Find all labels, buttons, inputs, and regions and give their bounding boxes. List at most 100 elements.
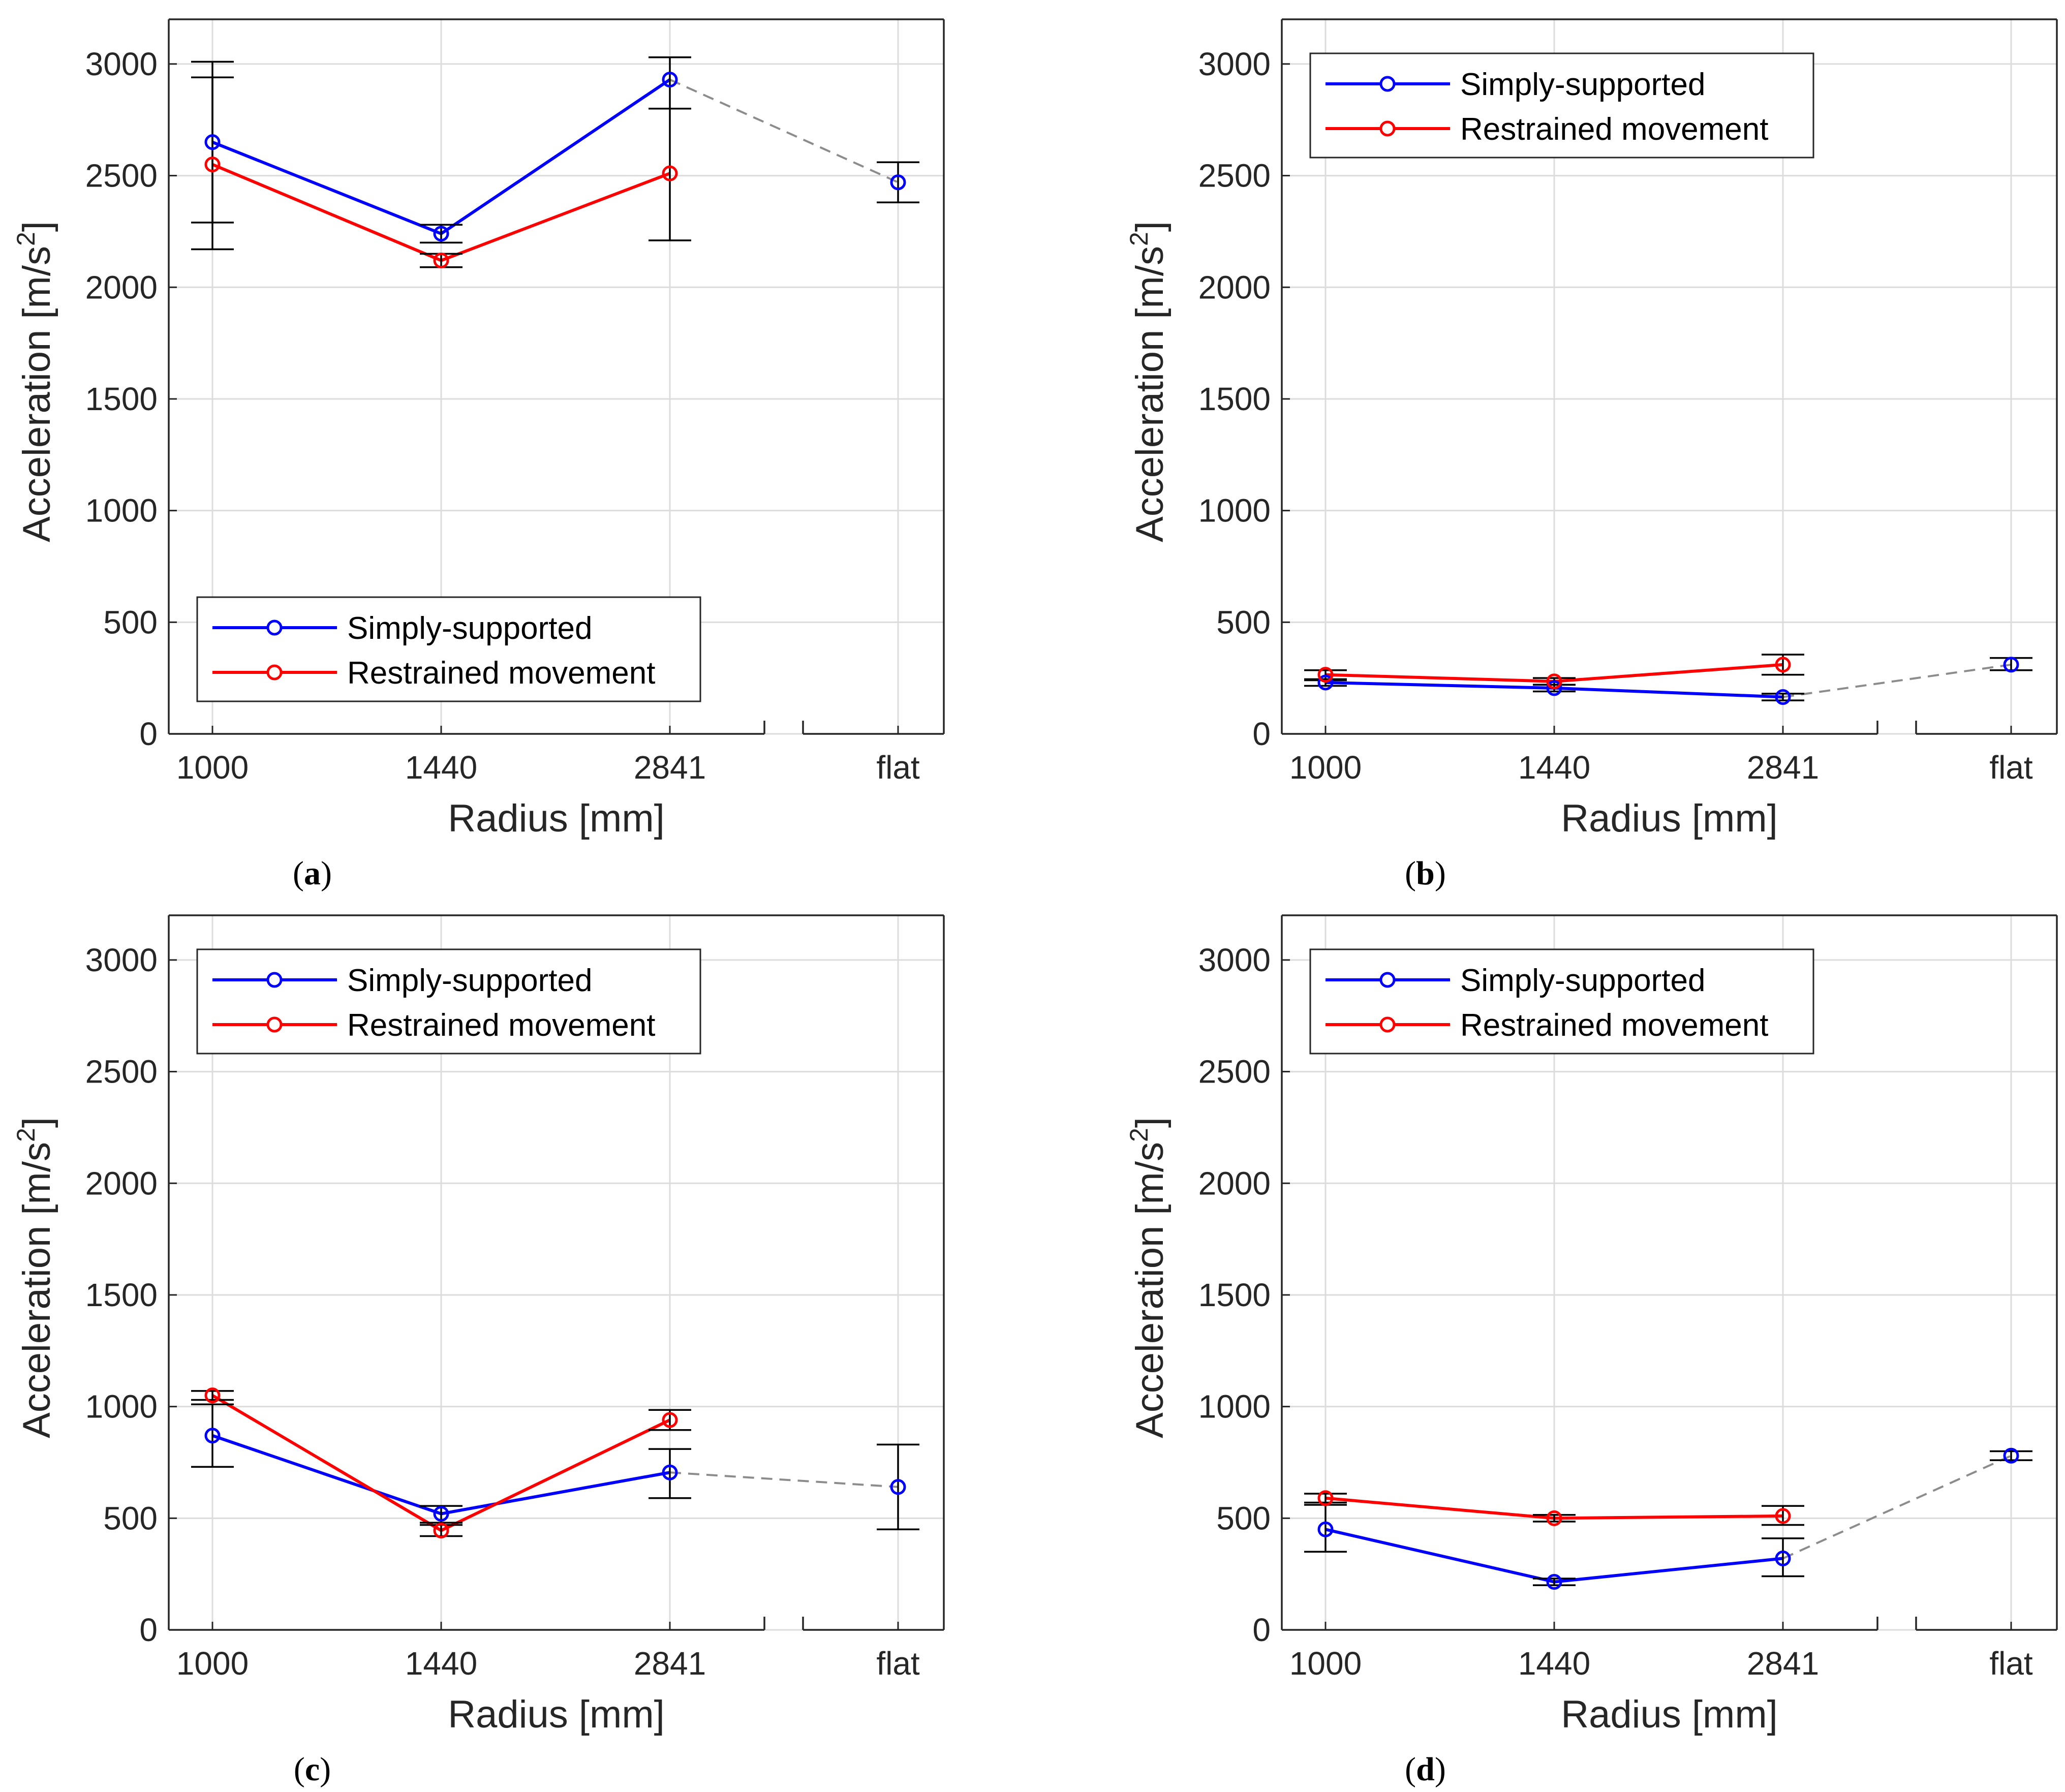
panel-caption-open: ( [294,1751,305,1788]
data-point [433,226,449,242]
data-point [204,134,221,150]
legend: Simply-supported Restrained movement [196,596,701,702]
panel-caption-letter: b [1416,855,1435,892]
x-tick-label: 1000 [176,1645,249,1682]
x-tick-label: flat [876,749,920,786]
x-tick-label: flat [876,1645,920,1682]
y-axis-label-main: Acceleration [m/s [15,246,58,542]
panel-caption-close: ) [320,1751,331,1788]
legend-entry-label: Restrained movement [1460,1008,1769,1043]
error-bar [1304,1493,1347,1504]
legend-entry-label: Restrained movement [1460,112,1769,147]
flat-connector-line [669,1471,899,1488]
y-tick-label: 1000 [85,1388,158,1425]
y-tick-label: 3000 [85,46,158,82]
error-bar [191,1390,234,1401]
legend-box [196,596,701,702]
error-bar [191,76,234,251]
legend-marker [266,620,283,636]
x-tick-label: 1000 [1289,749,1362,786]
x-tick-label: flat [1989,749,2033,786]
y-axis-label: Acceleration [m/s2] [1125,1117,1172,1438]
flat-connector-line [1782,663,2012,698]
y-axis-label-end: ] [15,1117,58,1128]
y-axis-label-sup: 2 [12,1128,40,1142]
data-point [1546,1510,1562,1526]
data-point [662,165,678,181]
y-axis-label-sup: 2 [12,232,40,246]
data-point [1546,673,1562,690]
data-point [1775,689,1791,705]
y-axis-label-end: ] [1128,221,1172,232]
y-tick-label: 1000 [1198,492,1271,529]
y-axis-label-sup: 2 [1125,1128,1153,1142]
error-bar [1762,1537,1804,1578]
y-tick-label: 1000 [1198,1388,1271,1425]
data-point [1317,674,1334,691]
data-point-flat [2003,1447,2019,1464]
legend: Simply-supported Restrained movement [196,948,701,1055]
legend-entry-label: Simply-supported [1460,963,1705,998]
y-tick-label: 500 [1216,604,1271,640]
error-bar [877,161,919,204]
chart-panel-b: 0 500 1000 1500 2000 2500 3000 1000 1440 2841 flat… [1125,18,2058,892]
panel-caption-letter: d [1416,1751,1435,1788]
legend-marker [266,664,283,681]
legend-marker [266,972,283,988]
x-tick-label: 2841 [634,749,706,786]
y-tick-label: 0 [139,1612,158,1648]
data-point-flat [890,174,906,191]
y-tick-label: 1500 [1198,1277,1271,1313]
error-bar [1533,1513,1576,1523]
x-axis-label: Radius [mm] [448,1693,665,1736]
x-axis-label: Radius [mm] [1561,1693,1778,1736]
y-tick-label: 2000 [85,269,158,305]
chart-panel-c: 0 500 1000 1500 2000 2500 3000 1000 1440 2841 flat… [12,914,945,1788]
y-tick-label: 3000 [1198,942,1271,978]
x-tick-label: 2841 [1747,749,1819,786]
data-point [662,1412,678,1428]
y-tick-label: 2500 [1198,158,1271,194]
y-tick-label: 2000 [1198,269,1271,305]
data-point [1775,1550,1791,1566]
axes-frame [1281,914,2058,1631]
axes-frame [168,18,945,735]
legend-entry-label: Simply-supported [347,963,592,998]
error-bar [1990,1450,2032,1461]
error-bar [649,1448,691,1499]
y-axis-label-sup: 2 [1125,232,1153,246]
y-tick-label: 1500 [85,1277,158,1313]
y-axis-label-end: ] [1128,1117,1172,1128]
data-point [204,1387,221,1404]
y-tick-label: 0 [139,716,158,752]
chart-panel-d: 0 500 1000 1500 2000 2500 3000 1000 1440 2841 flat… [1125,914,2058,1788]
y-tick-label: 0 [1252,716,1271,752]
x-tick-label: 1440 [1518,1645,1590,1682]
panel-caption-close: ) [1435,1751,1446,1788]
legend-marker [1379,972,1396,988]
legend-marker [1379,120,1396,137]
legend-entry-label: Simply-supported [347,611,592,646]
legend-entry-label: Restrained movement [347,656,656,691]
data-point [204,1428,221,1444]
y-tick-label: 3000 [1198,46,1271,82]
legend-entry-label: Restrained movement [347,1008,656,1043]
y-tick-label: 1000 [85,492,158,529]
data-point [1775,1508,1791,1524]
error-bar [649,108,691,241]
data-point [204,157,221,173]
y-tick-label: 2500 [85,1054,158,1090]
x-tick-label: 1000 [176,749,249,786]
panel-caption: (c) [294,1751,331,1788]
legend-entry-label: Simply-supported [1460,67,1705,102]
x-tick-label: 1440 [405,1645,477,1682]
data-point [433,1522,449,1538]
y-tick-label: 2000 [85,1165,158,1201]
y-axis-label-main: Acceleration [m/s [1128,246,1172,542]
data-point [662,72,678,88]
x-axis-label: Radius [mm] [448,797,665,840]
panel-caption: (d) [1405,1751,1446,1788]
error-bar [191,1403,234,1468]
data-point [1317,667,1334,683]
